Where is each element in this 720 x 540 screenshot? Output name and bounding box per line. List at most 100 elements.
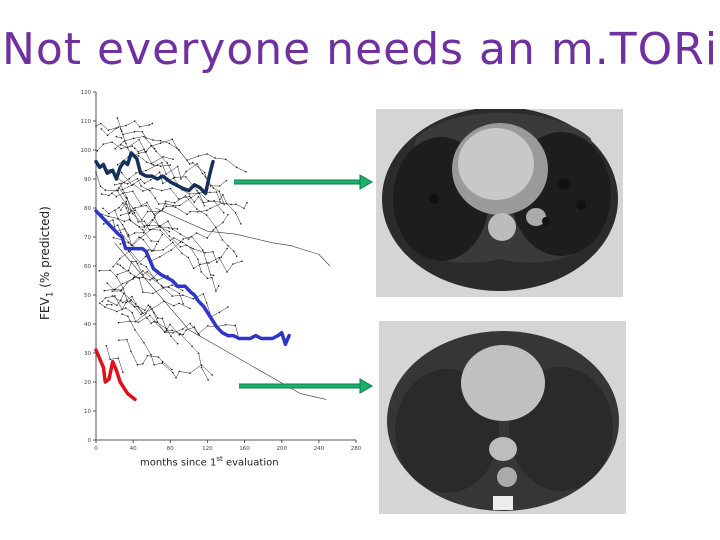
patient-point xyxy=(101,300,104,303)
patient-line xyxy=(102,295,191,315)
patient-point xyxy=(211,374,214,376)
patient-point xyxy=(138,226,141,228)
patient-point xyxy=(173,304,175,307)
patient-point xyxy=(173,202,176,204)
patient-point xyxy=(153,216,156,219)
patient-point xyxy=(189,210,191,213)
series-line-blue xyxy=(94,209,291,347)
ct-image-lower xyxy=(379,321,626,514)
patient-point xyxy=(157,240,160,243)
patient-point xyxy=(136,363,139,366)
patient-point xyxy=(189,372,191,375)
patient-point xyxy=(209,274,212,276)
patient-point xyxy=(141,229,144,231)
patient-point xyxy=(108,212,110,215)
patient-point xyxy=(125,207,128,209)
patient-point xyxy=(187,256,190,259)
patient-point xyxy=(212,250,214,253)
patient-point xyxy=(215,290,217,292)
patient-point xyxy=(140,185,142,187)
patient-point xyxy=(141,312,144,314)
patient-point xyxy=(205,302,208,304)
patient-line xyxy=(122,313,213,379)
patient-point xyxy=(95,125,97,127)
patient-point xyxy=(150,162,153,165)
patient-point xyxy=(116,189,119,192)
patient-point xyxy=(161,362,164,364)
patient-point xyxy=(207,199,210,202)
patient-line xyxy=(114,183,229,240)
patient-point xyxy=(168,286,170,289)
patient-point xyxy=(123,140,126,143)
patient-point xyxy=(146,317,148,319)
patient-point xyxy=(224,158,227,161)
patient-point xyxy=(113,295,116,297)
patient-point xyxy=(188,163,191,165)
patient-point xyxy=(125,124,127,127)
y-tick-label: 20 xyxy=(84,380,91,386)
x-tick-label: 240 xyxy=(314,446,325,452)
patient-point xyxy=(131,145,133,147)
patient-point xyxy=(154,215,156,217)
patient-line xyxy=(104,169,242,224)
patient-point xyxy=(184,195,187,197)
patient-point xyxy=(122,267,124,269)
patient-point xyxy=(104,189,107,191)
y-tick-label: 10 xyxy=(84,409,91,415)
patient-point xyxy=(163,331,166,333)
patient-point xyxy=(196,189,198,192)
patient-point xyxy=(145,169,147,172)
patient-point xyxy=(197,155,200,157)
patient-point xyxy=(107,129,110,132)
patient-point xyxy=(227,244,229,247)
patient-line xyxy=(116,136,122,139)
patient-point xyxy=(205,261,208,264)
patient-point xyxy=(120,147,122,150)
patient-point xyxy=(122,133,124,136)
patient-point xyxy=(198,192,201,195)
patient-point xyxy=(219,201,221,203)
patient-point xyxy=(225,179,228,182)
patient-point xyxy=(206,209,208,212)
patient-point xyxy=(151,250,153,252)
patient-point xyxy=(118,206,120,209)
patient-point xyxy=(234,324,237,327)
patient-point xyxy=(133,275,136,277)
y-tick-label: 70 xyxy=(84,235,91,241)
patient-point xyxy=(130,350,132,353)
patient-point xyxy=(125,200,128,203)
patient-point xyxy=(99,122,102,125)
patient-line xyxy=(118,339,173,370)
patient-point xyxy=(138,152,140,155)
patient-point xyxy=(115,275,118,278)
patient-point xyxy=(213,199,215,202)
patient-point xyxy=(181,252,183,255)
patient-point xyxy=(181,289,184,292)
patient-point xyxy=(112,219,114,221)
patient-line xyxy=(117,263,183,294)
patient-point xyxy=(121,313,124,315)
patient-point xyxy=(171,138,174,141)
patient-point xyxy=(200,366,203,369)
patient-point xyxy=(159,165,162,167)
patient-point xyxy=(116,224,119,226)
patient-point xyxy=(178,292,181,295)
patient-point xyxy=(195,232,198,234)
patient-point xyxy=(220,256,223,258)
patient-point xyxy=(212,274,215,277)
patient-point xyxy=(142,362,144,365)
patient-point xyxy=(151,187,153,189)
patient-point xyxy=(174,206,177,208)
x-tick-label: 80 xyxy=(167,446,174,452)
patient-point xyxy=(125,282,128,285)
x-tick-label: 280 xyxy=(351,446,362,452)
patient-point xyxy=(121,182,123,185)
patient-point xyxy=(133,211,136,214)
patient-point xyxy=(121,224,124,226)
patient-point xyxy=(118,257,121,260)
patient-point xyxy=(197,352,200,355)
patient-point xyxy=(202,201,205,204)
patient-point xyxy=(172,204,174,207)
patient-point xyxy=(133,120,136,122)
patient-point xyxy=(200,364,203,366)
